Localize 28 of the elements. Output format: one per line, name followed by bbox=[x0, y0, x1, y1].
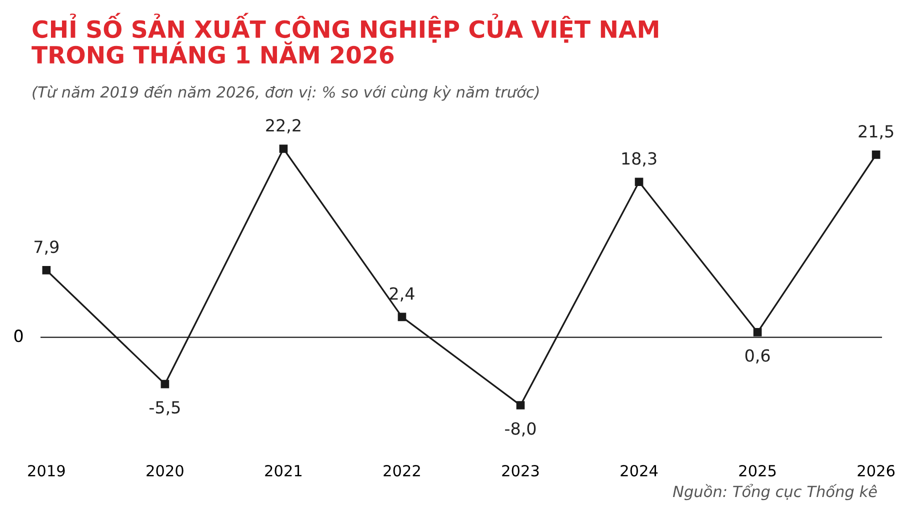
text: Nguồn: Tổng cục Thống kê bbox=[672, 484, 877, 500]
point bbox=[279, 144, 288, 153]
data-label: 18,3 bbox=[622, 152, 656, 166]
x-tick-label: 2024 bbox=[620, 464, 658, 477]
x-tick-label: 2020 bbox=[146, 464, 184, 477]
point bbox=[634, 178, 644, 186]
data-label: 22,2 bbox=[266, 119, 300, 134]
data-label: 21,5 bbox=[858, 124, 894, 140]
point bbox=[42, 266, 51, 274]
point bbox=[160, 380, 170, 388]
data-label: 2,4 bbox=[390, 287, 414, 302]
point bbox=[872, 150, 880, 159]
data-label: -5,5 bbox=[150, 401, 180, 416]
x-tick-label: 2022 bbox=[384, 464, 420, 477]
data-label: -8,0 bbox=[505, 422, 536, 437]
data-label: 0,6 bbox=[745, 349, 770, 364]
x-tick-label: 2025 bbox=[739, 464, 776, 477]
point bbox=[753, 328, 762, 336]
data-label: 7,9 bbox=[34, 240, 59, 255]
point bbox=[398, 312, 406, 322]
point bbox=[516, 401, 525, 410]
x-tick-label: 2026 bbox=[858, 464, 895, 477]
x-tick-label: 2023 bbox=[502, 464, 539, 477]
chart-title: CHỈ SỐ SẢN XUẤT CÔNG NGHIỆP CỦA VIỆT NAM TRONG THÁNG 1 NĂM 2026 bbox=[32, 12, 658, 64]
chart-subtitle: (Từ năm 2019 đến năm 2026, đơn vị: % so với cùng kỳ năm trước) bbox=[32, 84, 539, 101]
x-tick-label: 2021 bbox=[265, 464, 302, 477]
x-tick-label: 2019 bbox=[28, 464, 65, 477]
ref-line-label: 0 bbox=[14, 330, 23, 342]
